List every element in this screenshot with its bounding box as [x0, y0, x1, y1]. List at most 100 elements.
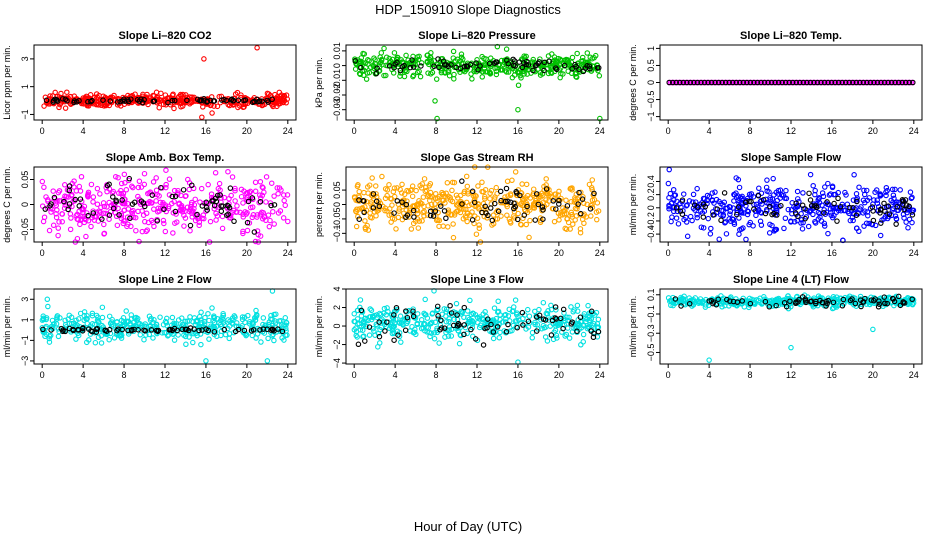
data-point — [355, 341, 362, 348]
data-point — [84, 320, 91, 327]
data-point — [435, 313, 441, 319]
data-point — [443, 215, 449, 222]
data-point — [463, 206, 469, 213]
data-point — [578, 325, 585, 331]
data-point — [495, 208, 502, 214]
data-point — [260, 315, 267, 321]
outlier-point — [743, 236, 749, 243]
data-point — [666, 79, 672, 86]
data-point — [586, 63, 593, 69]
data-point — [362, 315, 369, 321]
data-point — [363, 323, 370, 330]
data-point — [407, 64, 414, 71]
plot-frame — [345, 288, 609, 365]
data-point — [587, 321, 593, 328]
data-point — [592, 52, 599, 59]
x-tick-label: 0 — [40, 126, 45, 136]
data-point — [222, 331, 229, 338]
data-point — [141, 170, 148, 177]
data-point — [718, 212, 724, 218]
data-point — [257, 211, 264, 217]
data-point — [429, 193, 435, 200]
data-point — [358, 64, 364, 71]
data-point — [173, 211, 179, 217]
data-point — [180, 206, 186, 213]
data-point — [530, 56, 536, 63]
data-point — [441, 325, 448, 331]
data-point — [781, 225, 787, 232]
data-point — [823, 303, 829, 309]
y-tick-label: 4 — [332, 286, 342, 291]
data-point — [839, 79, 845, 86]
data-point — [215, 185, 222, 192]
data-point — [384, 192, 390, 199]
data-point — [198, 309, 204, 316]
x-tick-label: 24 — [909, 126, 919, 136]
data-point — [573, 74, 580, 80]
data-point — [556, 188, 562, 195]
x-tick-label: 24 — [283, 370, 293, 380]
data-point — [719, 79, 725, 86]
data-point — [199, 327, 205, 333]
data-point — [126, 175, 133, 182]
x-tick-label: 8 — [122, 370, 127, 380]
data-point — [138, 184, 145, 190]
data-point — [269, 101, 275, 108]
panel-title: Slope Amb. Box Temp. — [106, 152, 225, 164]
data-point — [90, 208, 96, 214]
data-point — [106, 212, 113, 218]
data-point — [369, 215, 375, 221]
data-point — [433, 217, 440, 224]
data-point — [240, 214, 247, 220]
data-point — [500, 319, 506, 325]
data-point — [101, 221, 107, 228]
data-point — [753, 201, 760, 208]
data-point — [552, 315, 559, 321]
data-point — [414, 210, 421, 217]
data-point — [521, 53, 527, 59]
panel-5: Slope Gas Stream RH percent per min. 0 4 8 12… — [314, 152, 609, 258]
data-point — [390, 70, 397, 76]
data-point — [540, 316, 547, 322]
data-point — [764, 177, 770, 183]
data-point — [494, 43, 501, 50]
data-point — [888, 79, 895, 86]
data-point — [698, 224, 705, 230]
data-point — [865, 212, 871, 219]
data-point — [427, 212, 434, 219]
data-point — [65, 194, 72, 200]
data-point — [853, 79, 860, 86]
data-point — [712, 79, 718, 86]
data-point — [257, 192, 263, 198]
data-point — [591, 330, 597, 337]
data-point — [436, 64, 442, 71]
data-point — [835, 195, 841, 202]
data-point — [171, 320, 177, 327]
data-point — [469, 217, 476, 223]
data-point — [277, 93, 284, 99]
data-point — [93, 312, 100, 319]
data-point — [253, 335, 259, 341]
panel-title: Slope Line 3 Flow — [431, 274, 524, 286]
data-point — [694, 79, 701, 86]
data-point — [418, 60, 425, 66]
data-point — [440, 197, 447, 204]
data-point — [532, 217, 538, 223]
data-point — [509, 74, 516, 81]
data-point — [804, 79, 810, 86]
data-point — [381, 45, 387, 52]
data-point — [390, 323, 397, 330]
data-point — [77, 196, 84, 202]
data-point — [81, 317, 87, 324]
data-point — [553, 66, 560, 73]
data-point — [556, 197, 562, 204]
data-point — [480, 342, 487, 348]
data-point — [191, 326, 197, 332]
data-point — [377, 310, 383, 317]
data-point — [666, 206, 672, 212]
data-point — [265, 321, 272, 328]
data-point — [62, 317, 68, 324]
data-point — [226, 335, 232, 342]
data-point — [283, 325, 289, 332]
data-point — [270, 208, 276, 215]
